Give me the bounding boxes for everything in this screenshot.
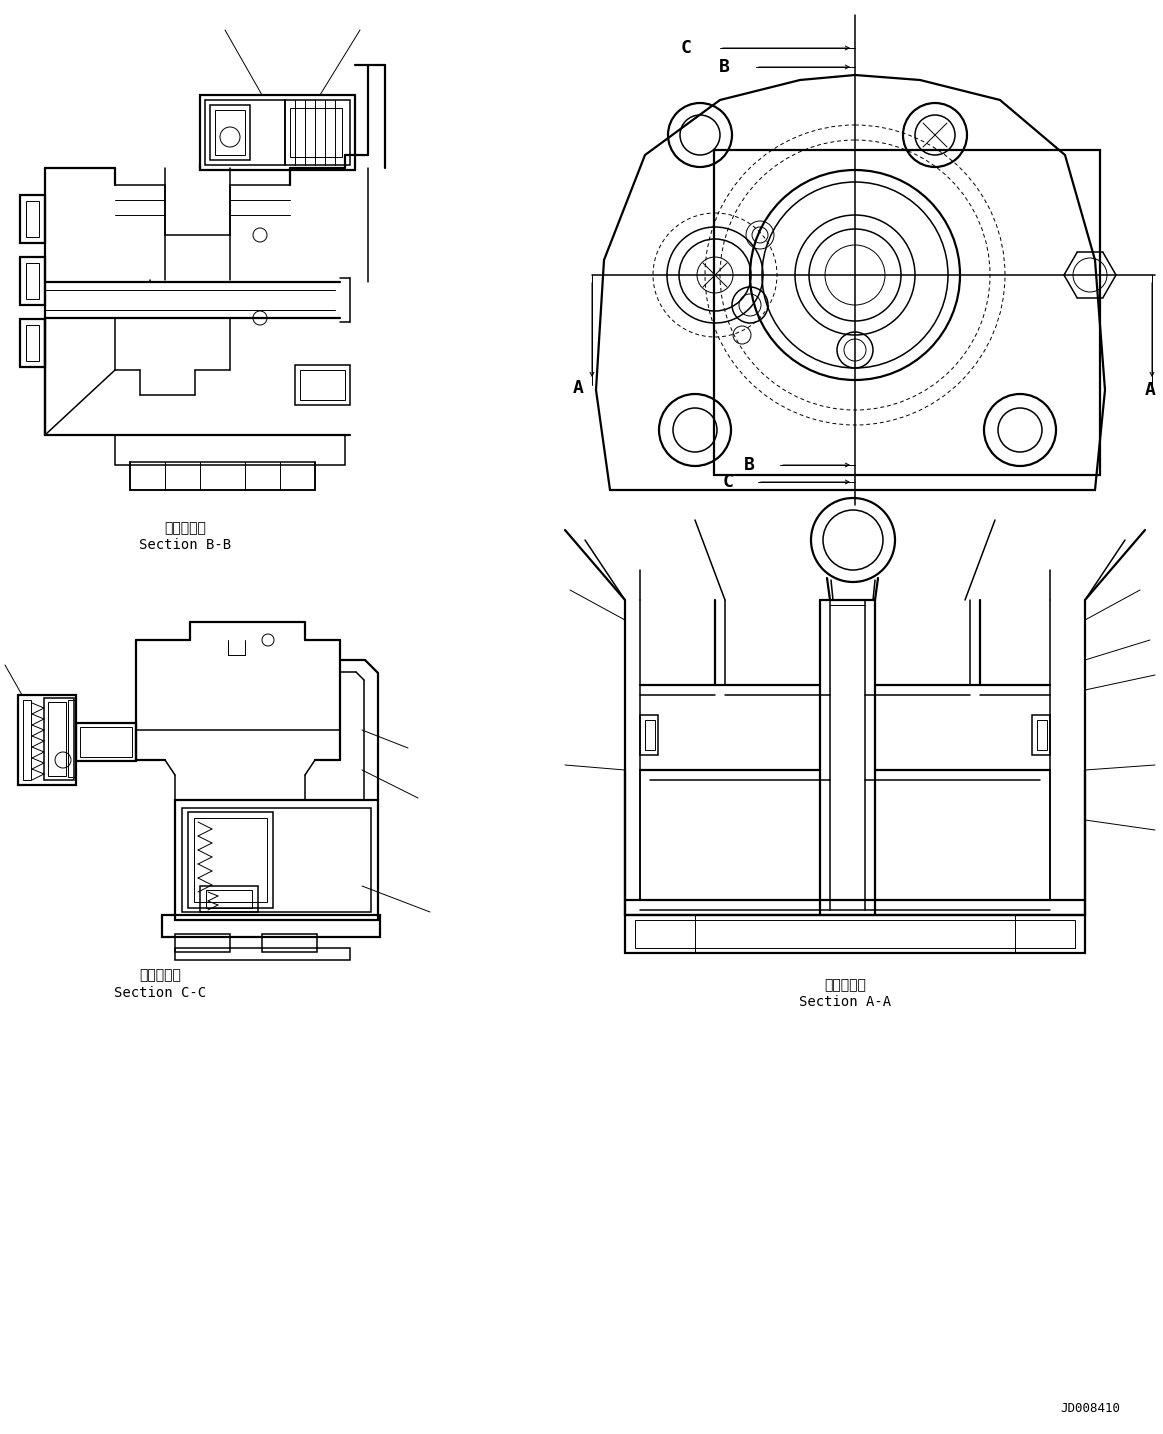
- Text: C: C: [722, 473, 733, 490]
- Bar: [215, 110, 245, 155]
- Bar: [194, 817, 267, 902]
- Bar: [640, 716, 658, 754]
- Bar: [200, 95, 355, 171]
- Bar: [26, 201, 40, 237]
- Bar: [1032, 716, 1050, 754]
- Text: Section C-C: Section C-C: [114, 987, 206, 999]
- Bar: [115, 435, 345, 465]
- Bar: [20, 257, 45, 305]
- Bar: [48, 703, 66, 776]
- Bar: [635, 921, 1075, 948]
- Bar: [174, 800, 378, 921]
- Bar: [174, 934, 230, 952]
- Bar: [162, 915, 380, 936]
- Bar: [20, 318, 45, 367]
- Bar: [262, 934, 317, 952]
- Bar: [26, 326, 40, 361]
- Bar: [206, 891, 252, 908]
- Bar: [290, 108, 342, 156]
- Bar: [17, 695, 76, 784]
- Text: 断面Ｃ－Ｃ: 断面Ｃ－Ｃ: [140, 968, 181, 982]
- Text: B: B: [744, 456, 755, 475]
- Text: JD008410: JD008410: [1059, 1401, 1120, 1414]
- Text: A: A: [572, 379, 584, 397]
- Bar: [181, 807, 371, 912]
- Bar: [76, 723, 136, 761]
- Bar: [80, 727, 131, 757]
- Bar: [20, 195, 45, 242]
- Bar: [200, 886, 258, 912]
- Text: B: B: [719, 57, 730, 76]
- Bar: [130, 462, 315, 490]
- Bar: [645, 720, 655, 750]
- Bar: [205, 100, 285, 165]
- Bar: [26, 262, 40, 300]
- Bar: [188, 812, 273, 908]
- Bar: [714, 151, 1100, 475]
- Bar: [23, 700, 31, 780]
- Bar: [44, 698, 74, 780]
- Text: Section A-A: Section A-A: [799, 995, 891, 1010]
- Bar: [174, 948, 350, 959]
- Bar: [300, 370, 345, 400]
- Bar: [625, 915, 1085, 954]
- Bar: [67, 700, 76, 777]
- Text: A: A: [1146, 381, 1156, 399]
- Bar: [295, 366, 350, 404]
- Text: C: C: [682, 39, 692, 57]
- Text: Section B-B: Section B-B: [138, 538, 231, 552]
- Bar: [211, 105, 250, 161]
- Bar: [285, 100, 350, 165]
- Text: 断面Ｂ－Ｂ: 断面Ｂ－Ｂ: [164, 521, 206, 535]
- Bar: [1037, 720, 1047, 750]
- Text: 断面Ａ－Ａ: 断面Ａ－Ａ: [825, 978, 866, 992]
